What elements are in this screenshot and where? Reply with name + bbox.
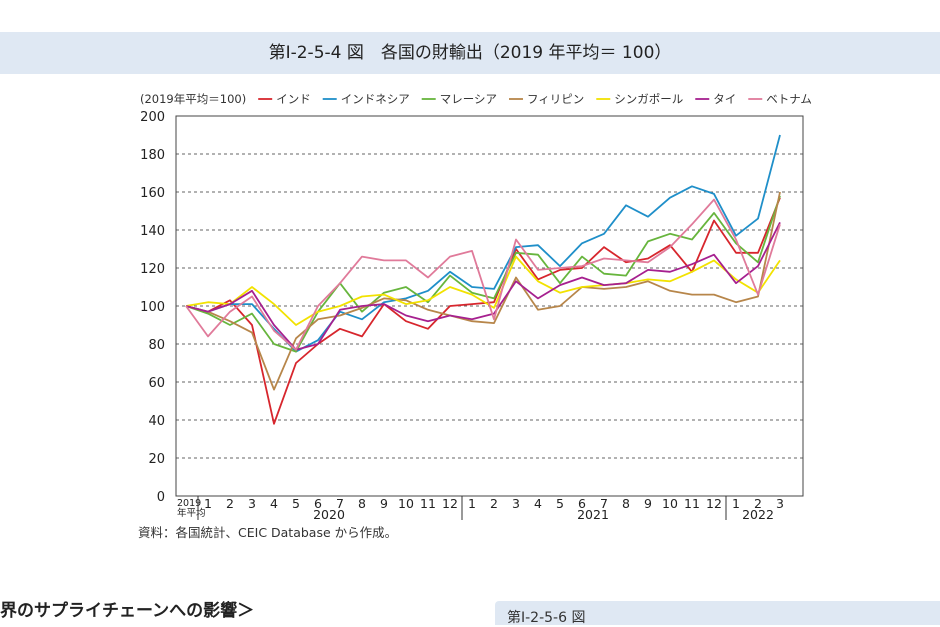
series-line-タイ (185, 221, 781, 351)
export-index-line-chart: (2019年平均＝100) インド インドネシア マレーシア フィリピン シンガポール タイ… (140, 92, 812, 520)
legend-label: マレーシア (440, 92, 497, 106)
legend-label: フィリピン (527, 92, 584, 106)
x-tick-label: 2 (490, 496, 498, 511)
x-tick-label: 5 (556, 496, 564, 511)
y-tick-label: 200 (140, 110, 165, 125)
legend-label: タイ (713, 92, 736, 106)
x-tick-label: 12 (442, 496, 458, 511)
series-line-シンガポール (185, 255, 781, 326)
series-line-フィリピン (185, 191, 781, 391)
y-axis: 0 20 40 60 80 100 120 140 160 180 200 (140, 110, 165, 505)
x-year-label: 2022 (742, 507, 774, 520)
legend-label: インドネシア (341, 92, 410, 106)
y-tick-label: 40 (148, 414, 165, 429)
next-figure-label: 第Ⅰ-2-5-6 図 (507, 610, 586, 626)
x-tick-label: 6 (314, 496, 322, 511)
x-tick-label: 8 (358, 496, 366, 511)
series-line-インドネシア (185, 134, 781, 353)
next-figure-band: 第Ⅰ-2-5-6 図 (495, 601, 940, 626)
section-heading: 界のサプライチェーンへの影響＞ (0, 601, 255, 621)
x-tick-label: 1 (732, 496, 740, 511)
y-tick-label: 160 (140, 186, 165, 201)
x-tick-label: 1 (204, 496, 212, 511)
y-tick-label: 100 (140, 300, 165, 315)
x-tick-label: 10 (662, 496, 678, 511)
x-tick-label: 3 (512, 496, 520, 511)
figure-source-note: 資料：各国統計、CEIC Database から作成。 (138, 525, 398, 540)
x-tick-label: 8 (622, 496, 630, 511)
y-tick-label: 120 (140, 262, 165, 277)
x-year-label: 2021 (577, 507, 609, 520)
legend-label: ベトナム (766, 92, 812, 106)
y-tick-label: 140 (140, 224, 165, 239)
legend-label: シンガポール (614, 92, 683, 106)
legend-unit-label: (2019年平均＝100) (140, 92, 246, 106)
x-tick-label: 2 (226, 496, 234, 511)
figure-title-band: 第Ⅰ-2-5-4 図 各国の財輸出（2019 年平均＝ 100） (0, 32, 940, 74)
x-tick-label: 2 (754, 496, 762, 511)
series-line-インド (185, 197, 781, 425)
x-year-label: 2020 (313, 507, 345, 520)
x-tick-label: 11 (684, 496, 700, 511)
legend-label: インド (276, 92, 311, 106)
x-tick-label: 9 (644, 496, 652, 511)
x-tick-label: 11 (420, 496, 436, 511)
series-line-ベトナム (185, 198, 781, 351)
x-tick-label-base-suffix: 年平均 (177, 507, 206, 519)
x-tick-label: 7 (600, 496, 608, 511)
x-tick-label: 1 (468, 496, 476, 511)
y-tick-label: 180 (140, 148, 165, 163)
y-tick-label: 20 (148, 452, 165, 467)
y-tick-label: 60 (148, 376, 165, 391)
chart-series-lines (185, 134, 781, 425)
x-tick-label: 4 (270, 496, 278, 511)
chart-legend: (2019年平均＝100) インド インドネシア マレーシア フィリピン シンガポール タイ… (140, 92, 812, 106)
x-tick-label: 5 (292, 496, 300, 511)
figure-title: 第Ⅰ-2-5-4 図 各国の財輸出（2019 年平均＝ 100） (268, 43, 672, 63)
y-tick-label: 0 (157, 490, 165, 505)
series-line-マレーシア (185, 195, 781, 353)
x-tick-label: 10 (398, 496, 414, 511)
x-tick-label-base-year: 2019 (177, 498, 201, 509)
x-tick-label: 3 (248, 496, 256, 511)
x-tick-label: 12 (706, 496, 722, 511)
x-tick-label: 4 (534, 496, 542, 511)
x-tick-label: 9 (380, 496, 388, 511)
plot-frame (175, 115, 804, 497)
x-tick-label: 7 (336, 496, 344, 511)
x-tick-label: 6 (578, 496, 586, 511)
y-tick-label: 80 (148, 338, 165, 353)
x-tick-label: 3 (776, 496, 784, 511)
